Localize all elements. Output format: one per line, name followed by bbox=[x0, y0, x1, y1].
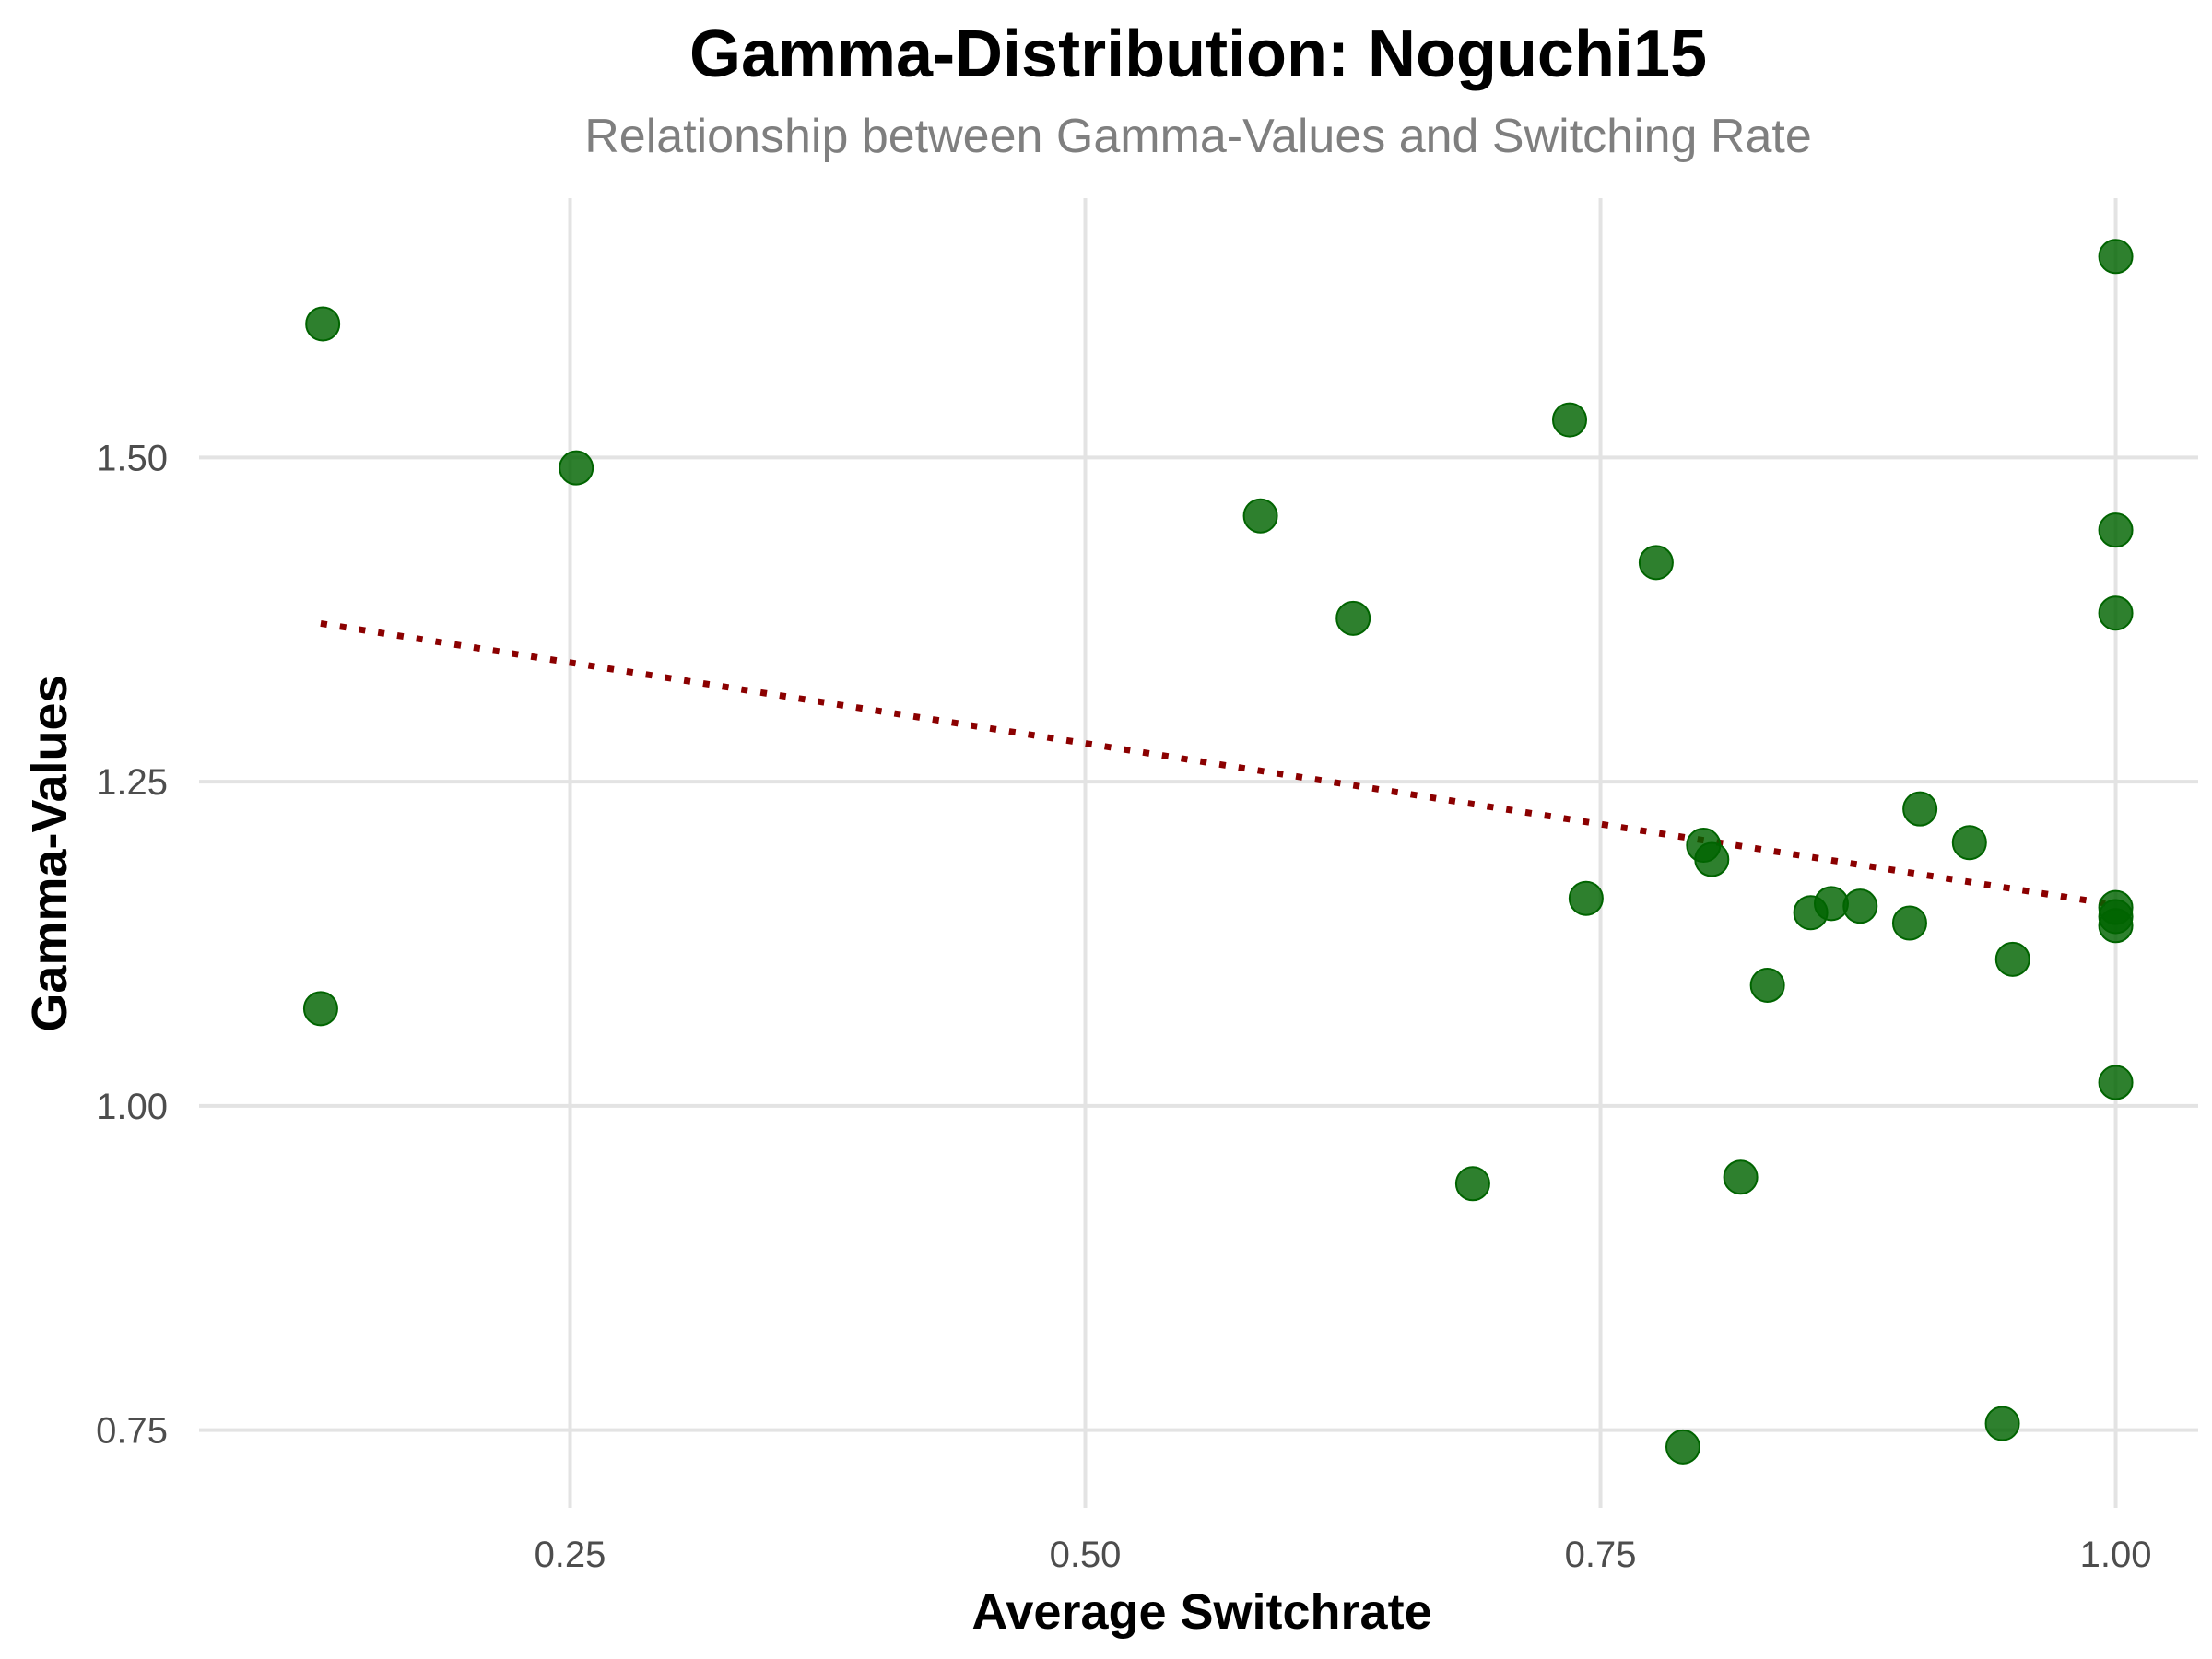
data-point bbox=[1994, 941, 2030, 977]
data-point bbox=[1638, 545, 1674, 581]
y-tick-label: 1.00 bbox=[96, 1087, 168, 1127]
data-point bbox=[305, 306, 341, 342]
x-tick-label: 0.50 bbox=[1050, 1535, 1122, 1575]
data-point bbox=[2098, 239, 2134, 275]
y-axis-title: Gamma-Values bbox=[22, 675, 77, 1031]
trend-line bbox=[320, 620, 2117, 909]
data-point bbox=[302, 991, 338, 1027]
data-point bbox=[1694, 841, 1730, 877]
data-point bbox=[1984, 1406, 2020, 1441]
x-tick-label: 0.25 bbox=[535, 1535, 606, 1575]
data-point bbox=[1749, 968, 1785, 1004]
x-axis-title: Average Switchrate bbox=[971, 1584, 1431, 1640]
chart-subtitle: Relationship between Gamma-Values and Sw… bbox=[584, 110, 1812, 163]
grid-layer bbox=[199, 198, 2198, 1508]
ticks-layer: 0.25 0.50 0.75 1.00 0.75 1.00 1.25 1.50 bbox=[96, 438, 2151, 1575]
data-point bbox=[1335, 600, 1371, 636]
data-point bbox=[1665, 1429, 1700, 1465]
data-point bbox=[1242, 498, 1278, 534]
x-tick-label: 1.00 bbox=[2080, 1535, 2152, 1575]
data-point bbox=[1951, 825, 1987, 861]
x-tick-label: 0.75 bbox=[1565, 1535, 1637, 1575]
data-point bbox=[1891, 905, 1927, 941]
chart-title: Gamma-Distribution: Noguchi15 bbox=[688, 18, 1708, 91]
y-tick-label: 1.25 bbox=[96, 762, 168, 803]
data-point bbox=[1902, 791, 1938, 827]
y-tick-label: 1.50 bbox=[96, 438, 168, 478]
data-point bbox=[2098, 595, 2134, 631]
data-point bbox=[2098, 512, 2134, 548]
points-layer bbox=[302, 239, 2134, 1465]
data-point bbox=[559, 450, 594, 486]
y-tick-label: 0.75 bbox=[96, 1411, 168, 1452]
data-point bbox=[2098, 908, 2134, 944]
trend-layer bbox=[320, 620, 2117, 909]
data-point bbox=[2098, 1065, 2134, 1100]
data-point bbox=[1842, 888, 1878, 924]
data-point bbox=[1568, 880, 1604, 916]
data-point bbox=[1551, 402, 1587, 438]
data-point bbox=[1723, 1159, 1759, 1195]
data-point bbox=[1454, 1166, 1490, 1202]
